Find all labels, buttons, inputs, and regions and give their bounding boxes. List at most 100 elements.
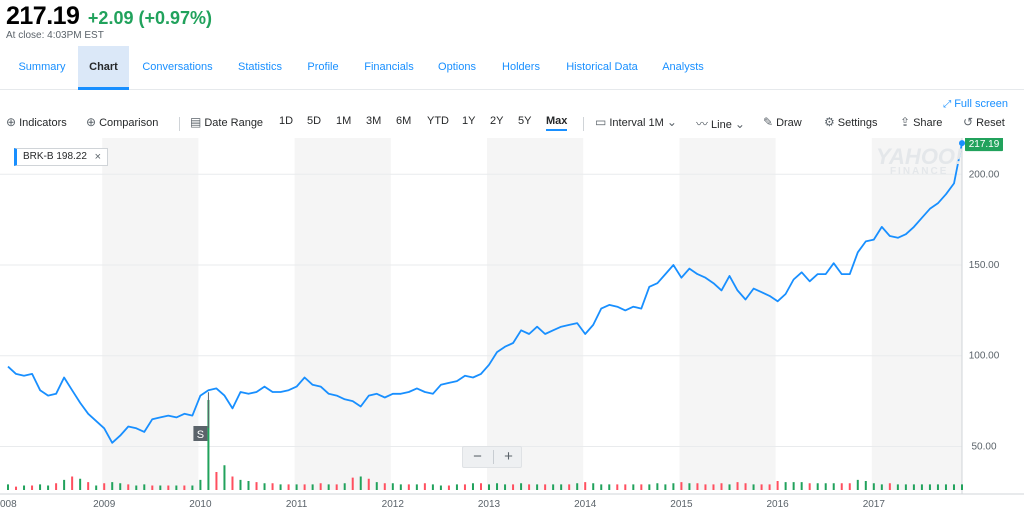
- volume-bar: [271, 483, 274, 490]
- tab-chart[interactable]: Chart: [78, 46, 129, 90]
- settings-button[interactable]: ⚙ Settings: [824, 115, 878, 129]
- range-5y[interactable]: 5Y: [518, 115, 532, 127]
- volume-bar: [167, 485, 170, 490]
- volume-bar: [439, 485, 442, 490]
- interval-dropdown[interactable]: ▭ Interval 1M ⌄: [595, 115, 680, 129]
- tab-holders[interactable]: Holders: [502, 61, 540, 73]
- x-tick-label: 2013: [478, 499, 501, 510]
- reset-button[interactable]: ↺ Reset: [963, 115, 1005, 129]
- zoom-in-button[interactable]: +: [504, 448, 513, 465]
- volume-bar: [552, 484, 555, 490]
- volume-bar: [568, 484, 571, 490]
- draw-button[interactable]: ✎ Draw: [763, 115, 802, 129]
- volume-bar: [728, 484, 731, 490]
- range-ytd[interactable]: YTD: [427, 115, 449, 127]
- y-tick-label: 150.00: [969, 260, 1000, 271]
- tab-financials[interactable]: Financials: [364, 61, 414, 73]
- range-5d[interactable]: 5D: [307, 115, 322, 127]
- volume-bar: [71, 476, 74, 490]
- indicators-button[interactable]: ⊕ Indicators: [6, 115, 67, 129]
- range-1y[interactable]: 1Y: [462, 115, 476, 127]
- range-max[interactable]: Max: [546, 115, 568, 131]
- tab-analysts[interactable]: Analysts: [662, 61, 704, 73]
- volume-bar: [95, 485, 98, 490]
- volume-bar: [576, 483, 579, 490]
- volume-bar: [688, 483, 691, 490]
- interval-icon: ▭: [595, 115, 607, 129]
- volume-bar: [936, 484, 939, 490]
- volume-bar: [656, 483, 659, 490]
- comparison-button[interactable]: ⊕ Comparison: [86, 115, 158, 129]
- range-1m[interactable]: 1M: [336, 115, 352, 127]
- zoom-out-button[interactable]: −: [473, 448, 482, 465]
- interval-value: 1M: [648, 117, 664, 129]
- volume-bar: [183, 485, 186, 490]
- volume-bar: [856, 479, 859, 490]
- tab-summary[interactable]: Summary: [18, 61, 66, 73]
- series-legend-label: BRK-B 198.22: [23, 151, 87, 162]
- y-tick-label: 100.00: [969, 351, 1000, 362]
- volume-bar: [343, 483, 346, 490]
- volume-bar: [712, 484, 715, 490]
- volume-bar: [664, 484, 667, 490]
- volume-bar: [223, 465, 226, 490]
- interval-label: Interval: [609, 117, 646, 129]
- volume-bar: [600, 484, 603, 490]
- volume-bar: [351, 477, 354, 490]
- quote-header: 217.19 +2.09 (+0.97%) At close: 4:03PM E…: [6, 2, 212, 41]
- volume-bar: [319, 483, 322, 490]
- y-tick-label: 50.00: [971, 441, 996, 452]
- year-band: [679, 138, 776, 490]
- volume-bar: [255, 482, 258, 490]
- volume-bar: [47, 485, 50, 490]
- last-price-label: 217.19: [969, 139, 1000, 150]
- volume-bar: [528, 484, 531, 490]
- volume-bar: [263, 483, 266, 490]
- tab-options[interactable]: Options: [438, 61, 476, 73]
- zoom-divider: [493, 450, 494, 464]
- volume-bar: [760, 484, 763, 490]
- volume-bar: [247, 481, 250, 490]
- volume-bar: [191, 485, 194, 490]
- volume-bar: [784, 482, 787, 490]
- full-screen-button[interactable]: ⤢ Full screen: [943, 98, 1008, 110]
- price-chart[interactable]: 217.19 50.00 100.00 150.00 200.00 008 2009 2010…: [0, 138, 1024, 516]
- chart-type-dropdown[interactable]: 〰 Line ⌄: [696, 115, 748, 132]
- volume-bar: [479, 483, 482, 490]
- range-2y[interactable]: 2Y: [490, 115, 504, 127]
- close-icon[interactable]: ×: [94, 151, 101, 163]
- tab-conversations[interactable]: Conversations: [142, 61, 213, 73]
- tab-profile[interactable]: Profile: [307, 61, 339, 73]
- x-tick-label: 008: [0, 499, 17, 510]
- volume-bar: [680, 482, 683, 490]
- x-tick-label: 2017: [863, 499, 886, 510]
- tab-statistics[interactable]: Statistics: [237, 61, 282, 73]
- event-marker-badge[interactable]: [193, 426, 208, 441]
- yahoo-finance-watermark: YAHOO! FINANCE: [876, 144, 962, 177]
- volume-bar: [520, 483, 523, 490]
- share-label: Share: [913, 117, 943, 129]
- volume-bar: [399, 484, 402, 490]
- volume-bar: [888, 483, 891, 490]
- range-6m[interactable]: 6M: [396, 115, 412, 127]
- volume-bar: [23, 485, 26, 490]
- volume-bar: [431, 484, 434, 490]
- share-button[interactable]: ⇪ Share: [900, 115, 942, 129]
- settings-label: Settings: [837, 117, 878, 129]
- date-range-button[interactable]: ▤ Date Range: [190, 115, 263, 129]
- date-range-label: Date Range: [204, 117, 264, 129]
- volume-bar: [119, 483, 122, 490]
- x-tick-label: 2016: [766, 499, 789, 510]
- tab-historical-data[interactable]: Historical Data: [566, 61, 638, 73]
- volume-bar: [215, 472, 218, 490]
- volume-bar: [824, 483, 827, 490]
- volume-bar: [143, 484, 146, 490]
- x-tick-label: 2011: [286, 499, 308, 510]
- volume-bar: [624, 484, 627, 490]
- range-1d[interactable]: 1D: [279, 115, 294, 127]
- last-price-badge: [965, 138, 1003, 152]
- series-legend[interactable]: BRK-B 198.22 ×: [14, 148, 108, 166]
- volume-bar: [496, 483, 499, 490]
- range-3m[interactable]: 3M: [366, 115, 382, 127]
- volume-bar: [63, 479, 66, 490]
